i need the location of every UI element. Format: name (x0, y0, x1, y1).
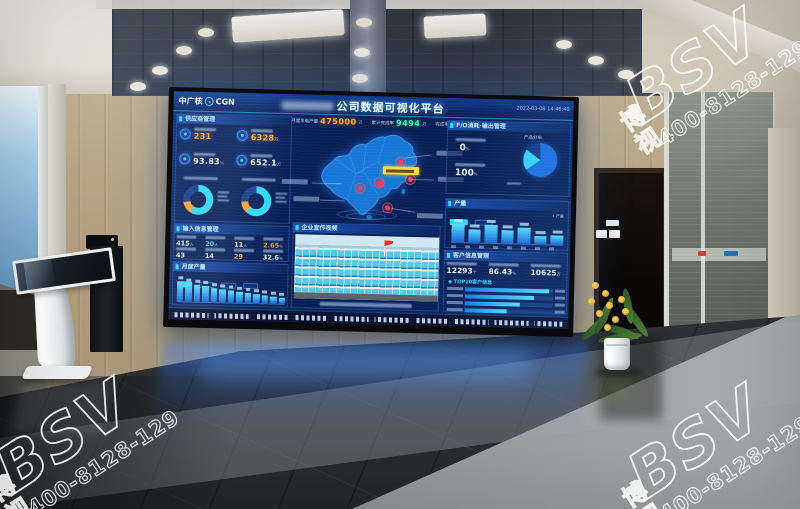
fo-stat-2: 100% (454, 168, 478, 179)
dashboard: 中广核 CGN 公司数据可视化平台 2022-03-08 14:46:40 月度… (168, 91, 574, 329)
downlight (130, 82, 146, 91)
customer-panel-title: 客户信息管理 (444, 250, 568, 263)
china-map (281, 124, 464, 224)
downlight (556, 40, 572, 49)
input-stats-row2: 43 14 29 32.6% (176, 247, 289, 261)
logo-mark-blue (724, 251, 738, 256)
ceiling-wood-panels (112, 0, 660, 96)
downlight (588, 56, 604, 65)
downlight (198, 28, 214, 37)
supplier-panel-title: 供应商管理 (177, 114, 292, 127)
atom-icon (204, 96, 214, 107)
logo-en-text: CGN (215, 97, 235, 107)
map-marker[interactable] (384, 205, 390, 211)
cgn-logo: 中广核 CGN (179, 95, 235, 107)
donut-legend (275, 191, 288, 205)
logo-cn-text: 中广核 (178, 96, 203, 106)
building-photo[interactable] (293, 234, 440, 302)
potted-plant (576, 272, 656, 382)
corporate-video-panel: 企业宣传视频 (290, 222, 441, 312)
production-panel: 产量 • 产量 (444, 197, 570, 251)
light-switch[interactable] (609, 230, 620, 238)
supplier-stat: 6328万 (236, 129, 279, 143)
fo-panel-title: F/O消耗·输出管理 (448, 120, 571, 133)
gauge-icon (179, 153, 191, 165)
monthly-production-panel: 月度产量 (171, 261, 289, 308)
glass-partition (664, 92, 775, 332)
production-legend: • 产量 (552, 213, 565, 219)
map-marker[interactable] (376, 179, 384, 188)
production-panel-title: 产量 (446, 198, 569, 211)
gauge-icon (236, 129, 248, 141)
fo-panel: F/O消耗·输出管理 0% 100% 产品分布 (445, 119, 572, 197)
kiosk-base (21, 366, 93, 379)
production-bar-chart (451, 220, 564, 246)
customer-panel: 客户信息管理 12293个 86.43% 10625万 ◆ TOP20客户信息 (442, 249, 569, 321)
downlight (354, 48, 370, 57)
red-flag (384, 240, 393, 246)
title-text: 公司数据可视化平台 (336, 100, 445, 116)
input-panel-title: 输入信息管理 (174, 224, 289, 236)
china-map-shape (321, 134, 418, 220)
monthly-bar-chart (176, 281, 286, 305)
callout-label (281, 178, 308, 185)
gauge-icon (179, 128, 191, 140)
ceiling-light-trough (423, 13, 487, 39)
map-marker[interactable] (397, 159, 403, 165)
plant-shadow (594, 368, 642, 377)
speaker-on-cabinet (86, 235, 118, 249)
supplier-stat: 93.83% (179, 152, 224, 166)
gauge-icon (236, 154, 248, 166)
video-caption (319, 301, 412, 308)
pie-legend (506, 180, 521, 186)
downlight (152, 66, 168, 75)
fo-stat-1: 0% (459, 143, 470, 154)
beige-pillar (768, 128, 800, 324)
downlight (618, 70, 634, 79)
supplier-donut-chart (240, 185, 272, 217)
product-pie-chart (522, 142, 558, 178)
supplier-stat: 231 (179, 127, 217, 141)
room-sign (606, 220, 619, 226)
plant-pot (604, 338, 630, 370)
logo-mark-red (698, 251, 706, 256)
ticker-text-blur (174, 312, 563, 327)
led-video-wall: 中广核 CGN 公司数据可视化平台 2022-03-08 14:46:40 月度… (163, 87, 579, 337)
map-marker[interactable] (357, 186, 363, 192)
supplier-panel: 供应商管理 231 6328万 93.83% (173, 113, 293, 225)
downlight (352, 74, 368, 83)
downlight (176, 46, 192, 55)
supplier-donut-chart (182, 184, 214, 216)
redacted-company-name (281, 100, 334, 111)
building-windows (294, 246, 440, 296)
downlight (356, 18, 372, 27)
input-info-panel: 输入信息管理 415人 20人 11人 2.65% 43 14 29 32.6% (172, 223, 290, 263)
customer-stats: 12293个 86.43% 10625万 (446, 261, 568, 277)
frosted-band (672, 248, 766, 261)
callout-label (293, 196, 320, 202)
supplier-stat: 652.1万 (236, 154, 281, 168)
donut-legend (217, 189, 230, 203)
pie-label: 产品分布 (523, 135, 542, 142)
highlighted-site-label[interactable] (382, 166, 419, 176)
light-switch[interactable] (596, 230, 607, 238)
clock: 2022-03-08 14:46:40 (516, 105, 570, 113)
